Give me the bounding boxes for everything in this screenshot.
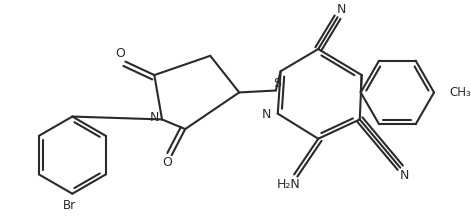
Text: S: S [273,77,281,90]
Text: O: O [162,156,172,169]
Text: N: N [150,111,159,124]
Text: H₂N: H₂N [276,177,300,191]
Text: N: N [261,108,271,121]
Text: O: O [115,47,125,60]
Text: N: N [337,3,346,16]
Text: CH₃: CH₃ [449,86,471,99]
Text: N: N [399,169,409,182]
Text: Br: Br [63,199,76,212]
